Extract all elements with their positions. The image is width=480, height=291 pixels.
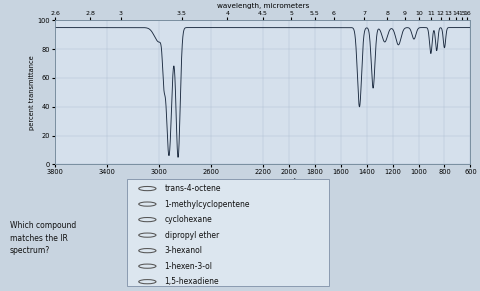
Text: 3-hexanol: 3-hexanol (165, 246, 203, 255)
Text: trans-4-octene: trans-4-octene (165, 184, 221, 193)
Text: dipropyl ether: dipropyl ether (165, 231, 219, 239)
X-axis label: wavelength, micrometers: wavelength, micrometers (216, 3, 309, 9)
Text: Which compound
matches the IR
spectrum?: Which compound matches the IR spectrum? (10, 221, 76, 255)
Text: cyclohexane: cyclohexane (165, 215, 212, 224)
Text: 1,5-hexadiene: 1,5-hexadiene (165, 277, 219, 286)
Text: 1-methylcyclopentene: 1-methylcyclopentene (165, 200, 250, 209)
Text: 1-hexen-3-ol: 1-hexen-3-ol (165, 262, 213, 271)
X-axis label: wavenumber, cm⁻¹: wavenumber, cm⁻¹ (229, 178, 297, 185)
Y-axis label: percent transmittance: percent transmittance (29, 55, 35, 130)
FancyBboxPatch shape (127, 179, 329, 286)
